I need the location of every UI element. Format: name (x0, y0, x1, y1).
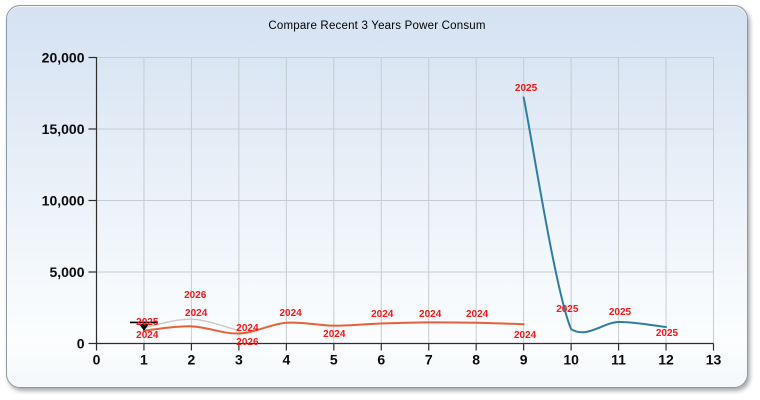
series-line-2024[interactable] (142, 321, 525, 335)
svg-text:6: 6 (377, 352, 385, 368)
point-label-2024: 2024 (185, 308, 208, 319)
point-labels: 2025 2024 2026 2024 2024 2026 2024 2024 2024 2024… (136, 83, 678, 348)
series-line-2025[interactable] (522, 96, 668, 334)
point-label-2026: 2026 (236, 337, 259, 348)
point-label-2024: 2024 (279, 308, 302, 319)
point-label-2024: 2024 (371, 309, 394, 320)
svg-text:7: 7 (425, 352, 433, 368)
chart-title: Compare Recent 3 Years Power Consum (268, 20, 486, 32)
svg-text:10,000: 10,000 (42, 193, 85, 209)
point-label-2025: 2025 (556, 304, 579, 315)
svg-text:0: 0 (93, 352, 101, 368)
gridlines (96, 57, 714, 344)
point-label-2026: 2026 (184, 290, 207, 301)
y-axis-tick-labels: 0 5,000 10,000 15,000 20,000 (42, 50, 85, 352)
svg-text:9: 9 (520, 352, 528, 368)
series-2026[interactable] (143, 318, 240, 332)
point-label-2024: 2024 (514, 330, 537, 341)
axes (88, 56, 715, 351)
x-axis-tick-labels: 0 1 2 3 4 5 6 7 8 9 10 11 12 13 (93, 352, 722, 368)
svg-text:10: 10 (563, 352, 579, 368)
svg-text:20,000: 20,000 (42, 50, 85, 66)
selected-point-marker[interactable] (129, 321, 158, 331)
svg-text:0: 0 (77, 336, 85, 352)
svg-text:4: 4 (282, 352, 290, 368)
point-label-2025: 2025 (136, 317, 159, 328)
svg-text:11: 11 (611, 352, 626, 368)
point-label-2024: 2024 (323, 329, 346, 340)
svg-text:1: 1 (140, 352, 148, 368)
series-line-2026[interactable] (143, 318, 240, 332)
svg-text:12: 12 (658, 352, 674, 368)
svg-text:5,000: 5,000 (49, 264, 84, 280)
point-label-2024: 2024 (466, 309, 489, 320)
svg-text:3: 3 (235, 352, 243, 368)
point-label-2024: 2024 (236, 323, 259, 334)
svg-text:15,000: 15,000 (42, 121, 85, 137)
point-label-2025: 2025 (515, 83, 538, 94)
point-label-2025: 2025 (609, 307, 632, 318)
point-label-2024: 2024 (136, 330, 159, 341)
series-2025[interactable] (522, 96, 668, 334)
point-label-2024: 2024 (419, 309, 442, 320)
point-label-2025: 2025 (656, 328, 679, 339)
svg-text:8: 8 (472, 352, 480, 368)
svg-text:13: 13 (706, 352, 722, 368)
svg-text:2: 2 (188, 352, 196, 368)
series-2024[interactable] (142, 321, 525, 335)
svg-text:5: 5 (330, 352, 338, 368)
